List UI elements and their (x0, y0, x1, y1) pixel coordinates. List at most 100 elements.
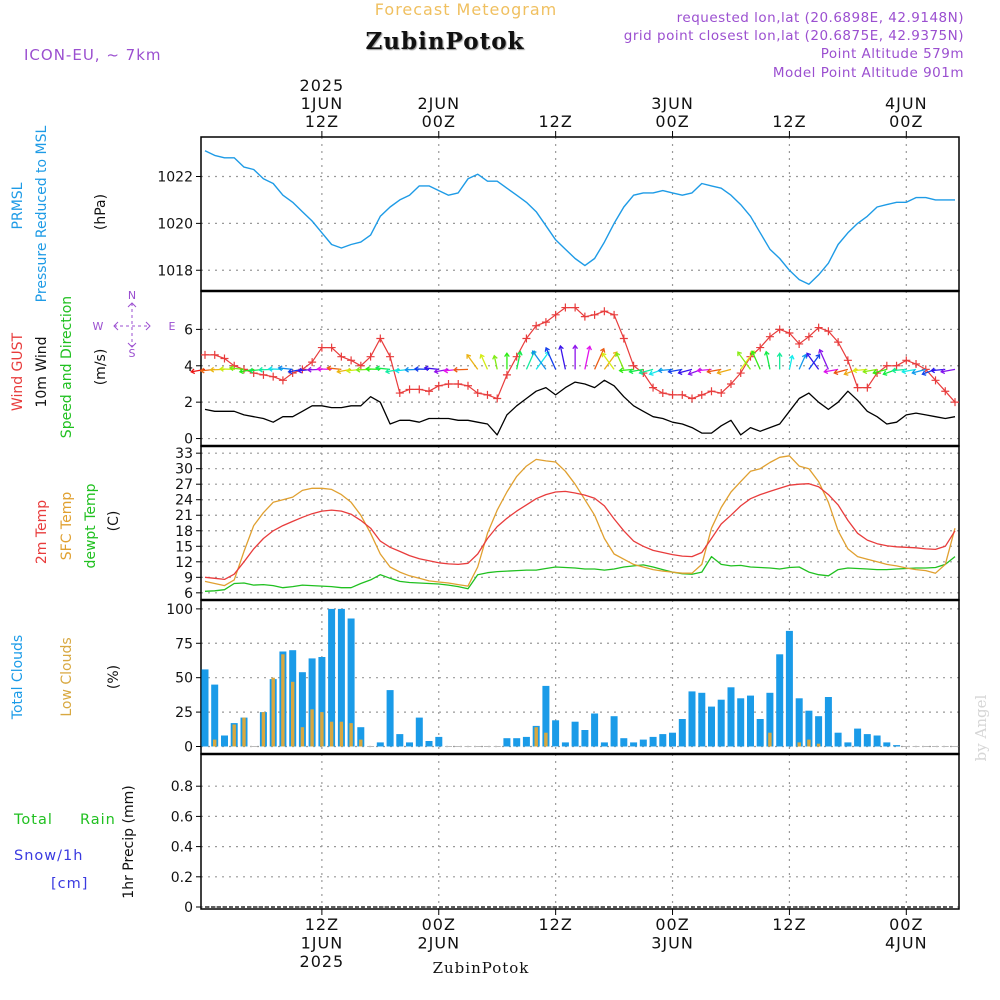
wind-arrow-head (930, 367, 936, 374)
low-cloud-bar (232, 724, 236, 747)
low-cloud-bar (271, 677, 275, 747)
gust-marker (220, 354, 229, 363)
pressure-line (204, 150, 955, 285)
gust-marker (308, 358, 317, 367)
wind-arrow-head (238, 368, 244, 375)
tick-label-y: 100 (166, 602, 193, 618)
low-cloud-bar (544, 732, 548, 747)
tick-label-y: 6 (184, 322, 193, 338)
wind-arrow-head (801, 353, 808, 359)
time-label-bottom: 12Z (538, 915, 572, 934)
gust-marker (756, 343, 765, 352)
wind-arrow-head (466, 353, 472, 359)
low-cloud-bar (359, 739, 363, 747)
compass-west: W (93, 320, 104, 333)
wind-arrow-head (365, 366, 370, 372)
wind-arrow (765, 351, 771, 370)
gust-marker (853, 383, 862, 392)
wind-arrow-head (423, 365, 429, 372)
low-cloud-bar (242, 717, 246, 747)
wind-arrow (806, 352, 820, 370)
time-label-bottom: 2025 (300, 952, 345, 971)
total-cloud-bar (708, 706, 715, 747)
total-cloud-bar (873, 735, 881, 747)
wind-arrow-head (190, 368, 196, 375)
time-label-top: 12Z (305, 112, 339, 131)
p5-label-total: Total (13, 812, 53, 828)
total-cloud-bar (795, 698, 803, 747)
low-cloud-bar (339, 721, 344, 747)
gust-marker (376, 334, 385, 343)
wind-arrow-head (452, 366, 458, 373)
tick-label-y: 1022 (157, 170, 193, 186)
total-cloud-bar (386, 690, 394, 747)
wind-arrow (603, 351, 618, 370)
wind-arrow (629, 368, 644, 373)
total-cloud-bar (435, 736, 443, 747)
gust-marker (726, 379, 735, 388)
total-cloud-bar (815, 716, 823, 747)
gust-marker (473, 389, 482, 398)
gust-marker (668, 390, 677, 399)
gust-marker (483, 390, 492, 399)
wind-arrow (584, 346, 591, 370)
total-cloud-bar (406, 742, 413, 747)
time-label-top: 3JUN (651, 94, 694, 113)
tick-label-y: 27 (175, 477, 193, 493)
total-cloud-bar (211, 684, 219, 747)
gust-marker (454, 379, 463, 388)
wind-arrow (594, 348, 605, 370)
gust-marker (697, 390, 706, 399)
p4-label-total: Total Clouds (10, 635, 26, 720)
total-cloud-bar (581, 730, 589, 747)
wind-arrow-head (517, 350, 523, 356)
wind-arrow (912, 368, 926, 374)
plot-area: 1018102010220246691215182124273033025507… (157, 76, 960, 971)
total-cloud-bar (669, 732, 676, 747)
gust-marker (843, 356, 852, 365)
wind-arrow-head (600, 347, 606, 353)
wind-arrow-head (413, 366, 419, 372)
gust-marker (347, 356, 356, 365)
total-cloud-bar (425, 741, 433, 747)
low-cloud-bar (329, 721, 334, 747)
wind-arrow-head (326, 365, 332, 372)
total-cloud-bar (328, 608, 336, 747)
total-cloud-bar (883, 742, 891, 747)
gust-marker (590, 310, 599, 319)
gust-marker (600, 307, 609, 316)
tick-label-y: 0.6 (171, 809, 193, 825)
p1-label-pressure: Pressure Reduced to MSL (34, 125, 50, 302)
wind-arrow-head (572, 344, 579, 350)
wind-speed-line (204, 379, 956, 436)
gust-marker (785, 329, 794, 338)
gust-marker (532, 321, 541, 330)
wind-arrow-head (404, 366, 409, 373)
wind-arrow-head (209, 366, 215, 373)
tick-label-y: 1020 (157, 216, 193, 232)
compass-south: S (129, 347, 136, 360)
wind-arrow-head (336, 368, 342, 375)
tick-label-y: 0.4 (171, 840, 193, 856)
wind-arrow-head (921, 370, 927, 376)
low-cloud-bar (797, 742, 801, 747)
total-cloud-bar (221, 735, 228, 747)
gust-marker (707, 387, 716, 396)
total-cloud-bar (805, 710, 813, 747)
gust-marker (580, 312, 589, 321)
gust-marker (463, 381, 472, 390)
wind-arrow (798, 354, 807, 370)
wind-arrow-head (911, 369, 917, 376)
p2-label-wind: 10m Wind (34, 336, 50, 407)
low-cloud-bar (291, 681, 295, 747)
low-cloud-bar (768, 732, 772, 747)
low-cloud-bar (349, 723, 353, 747)
tick-label-y: 25 (175, 705, 193, 721)
p4-label-low: Low Clouds (59, 637, 75, 716)
p5-label-rain: Rain (80, 812, 116, 828)
p3-label-unit: (C) (106, 511, 122, 532)
wind-arrow-head (750, 350, 756, 356)
tick-label-y: 21 (175, 508, 193, 524)
wind-arrow-head (267, 366, 273, 372)
